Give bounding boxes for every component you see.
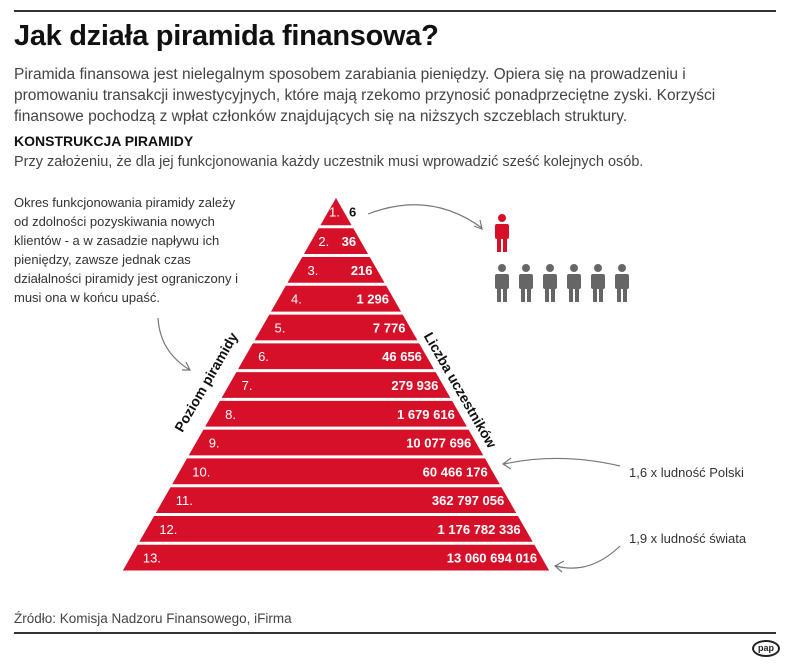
pyramid-layer — [254, 314, 418, 341]
person-body — [615, 274, 629, 289]
person-leg — [575, 286, 579, 302]
top-rule — [14, 10, 776, 12]
level-number: 10. — [192, 464, 210, 479]
arrow-to-people — [367, 204, 483, 229]
person-body — [591, 274, 605, 289]
person-body — [495, 224, 509, 239]
person-leg — [503, 286, 507, 302]
lead-text: Piramida finansowa jest nielegalnym spos… — [14, 66, 716, 125]
level-number: 11. — [176, 493, 193, 508]
person-body — [567, 274, 581, 289]
participant-count: 1 176 782 336 — [438, 522, 521, 537]
person-leg — [569, 286, 573, 302]
participant-count: 46 656 — [382, 349, 422, 364]
person-leg — [593, 286, 597, 302]
pap-logo: pap — [752, 640, 780, 657]
annotation-world: 1,9 x ludność świata — [629, 531, 747, 546]
level-number: 12. — [159, 522, 177, 537]
person-leg — [497, 236, 501, 252]
participant-count: 13 060 694 016 — [447, 551, 537, 566]
recruit-person-icon — [567, 264, 581, 302]
arrowhead — [473, 219, 483, 230]
participant-count: 60 466 176 — [423, 464, 488, 479]
section-title: KONSTRUKCJA PIRAMIDY — [14, 133, 194, 149]
person-leg — [623, 286, 627, 302]
arrow-poland — [503, 457, 621, 467]
level-number: 13. — [143, 551, 161, 566]
level-number: 5. — [275, 320, 286, 335]
person-body — [543, 274, 557, 289]
pyramid-layer — [238, 343, 434, 370]
section-description: Przy założeniu, że dla jej funkcjonowani… — [14, 154, 644, 170]
pyramid-layer — [303, 228, 369, 255]
person-leg — [617, 286, 621, 302]
person-head — [618, 264, 626, 272]
person-leg — [503, 236, 507, 252]
person-head — [594, 264, 602, 272]
page-title: Jak działa piramida finansowa? — [14, 20, 439, 52]
person-leg — [599, 286, 603, 302]
person-leg — [521, 286, 525, 302]
participant-count: 279 936 — [391, 378, 438, 393]
pyramid-layer — [221, 372, 451, 398]
logo-text: pap — [757, 643, 774, 653]
arrowhead — [553, 560, 565, 573]
arrowhead — [182, 361, 191, 371]
person-head — [498, 214, 506, 222]
person-head — [498, 264, 506, 272]
level-number: 7. — [242, 378, 253, 393]
participant-count: 7 776 — [373, 320, 406, 335]
recruit-person-icon — [591, 264, 605, 302]
person-leg — [497, 286, 501, 302]
person-head — [522, 264, 530, 272]
pyramid-layer — [172, 458, 500, 485]
participant-count: 1 679 616 — [397, 407, 455, 422]
bottom-rule — [14, 632, 776, 634]
level-number: 9. — [209, 436, 220, 451]
person-body — [495, 274, 509, 289]
person-leg — [527, 286, 531, 302]
arrow-from-note — [157, 317, 191, 371]
participant-count: 6 — [349, 205, 356, 220]
person-head — [570, 264, 578, 272]
recruit-person-icon — [543, 264, 557, 302]
pyramid-layer — [287, 257, 385, 283]
person-body — [519, 274, 533, 289]
participant-count: 36 — [342, 234, 356, 249]
level-number: 8. — [225, 407, 236, 422]
pyramid-layer — [205, 400, 467, 427]
participant-count: 362 797 056 — [432, 493, 504, 508]
person-leg — [545, 286, 549, 302]
side-note: Okres funkcjonowania piramidy zależy od … — [14, 195, 238, 305]
arrow-world — [555, 545, 621, 569]
pyramid-layer — [139, 515, 533, 542]
level-number: 1. — [329, 205, 340, 220]
annotation-poland: 1,6 x ludność Polski — [629, 465, 744, 480]
recruiter-person-icon — [495, 214, 509, 252]
person-leg — [551, 286, 555, 302]
recruit-person-icon — [519, 264, 533, 302]
pyramid-layer — [320, 198, 352, 226]
person-head — [546, 264, 554, 272]
source-text: Źródło: Komisja Nadzoru Finansowego, iFi… — [14, 611, 292, 626]
recruit-person-icon — [615, 264, 629, 302]
level-number: 6. — [258, 349, 269, 364]
level-number: 4. — [291, 292, 302, 307]
arrowhead — [501, 457, 512, 470]
pyramid-layer — [155, 487, 517, 513]
level-number: 3. — [307, 263, 318, 278]
pyramid-layer — [271, 285, 401, 312]
participant-count: 10 077 696 — [406, 436, 471, 451]
pyramid-layer — [188, 429, 484, 456]
participant-count: 216 — [351, 263, 373, 278]
level-number: 2. — [318, 234, 329, 249]
participant-count: 1 296 — [356, 292, 389, 307]
pyramid-layer — [122, 544, 550, 571]
recruit-person-icon — [495, 264, 509, 302]
